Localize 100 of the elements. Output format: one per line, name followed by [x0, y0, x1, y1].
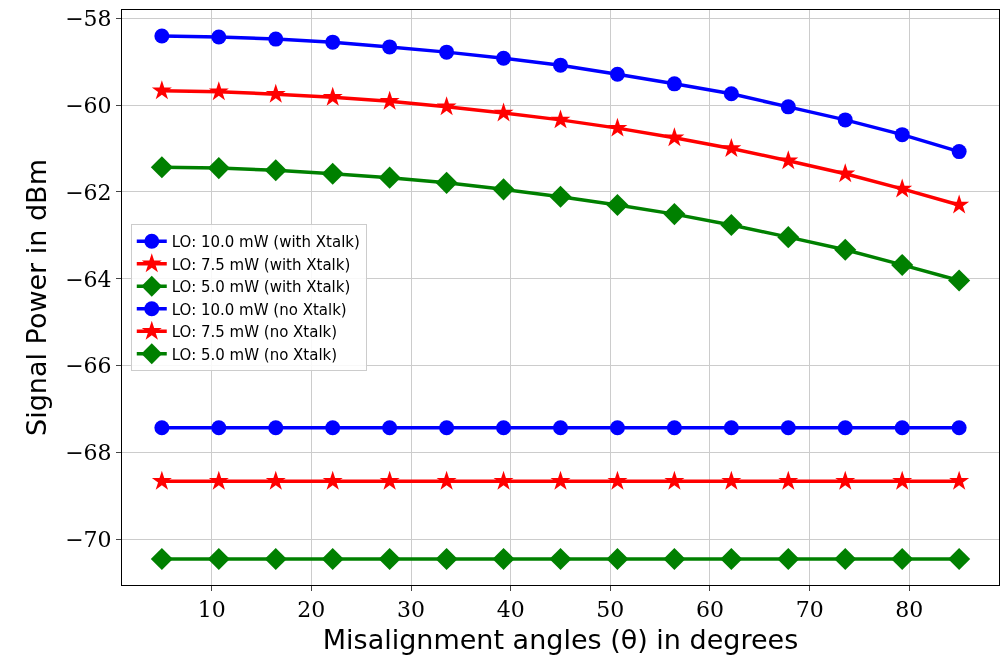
point — [780, 420, 796, 436]
point — [436, 96, 457, 116]
point — [549, 547, 572, 570]
point — [211, 29, 227, 45]
point — [553, 57, 568, 73]
point — [208, 470, 229, 490]
point — [439, 420, 455, 436]
point — [720, 547, 743, 570]
point — [493, 102, 514, 122]
point — [837, 420, 853, 436]
point — [834, 238, 857, 261]
point — [151, 470, 172, 490]
point — [549, 185, 572, 208]
point — [607, 117, 628, 137]
point — [207, 157, 230, 180]
x-tick-label: 80 — [895, 597, 924, 623]
point — [550, 109, 571, 129]
legend-label: LO: 5.0 mW (with Xtalk) — [171, 278, 351, 297]
point — [435, 171, 458, 194]
point — [154, 28, 170, 44]
x-tick-label: 40 — [496, 597, 525, 623]
point — [150, 156, 173, 179]
point — [322, 470, 343, 490]
point — [835, 470, 856, 490]
point — [436, 470, 457, 490]
point — [151, 80, 172, 100]
point — [951, 420, 967, 436]
point — [268, 420, 284, 436]
point — [780, 99, 796, 115]
y-tick-label: −62 — [65, 179, 112, 205]
point — [948, 547, 971, 570]
y-axis-title: Signal Power in dBm — [21, 159, 53, 436]
point — [835, 163, 856, 183]
point — [951, 144, 967, 160]
point — [948, 269, 971, 292]
point — [721, 470, 742, 490]
point — [778, 150, 799, 170]
point — [664, 127, 685, 147]
point — [325, 34, 341, 50]
legend-label: LO: 7.5 mW (no Xtalk) — [171, 323, 338, 342]
point — [721, 138, 742, 158]
y-tick-label: −60 — [65, 92, 112, 118]
point — [493, 470, 514, 490]
legend-label: LO: 5.0 mW (no Xtalk) — [171, 345, 338, 364]
y-tick-label: −66 — [65, 353, 112, 379]
point — [663, 547, 686, 570]
point — [606, 193, 629, 217]
point — [837, 112, 853, 128]
legend-label: LO: 10.0 mW (with Xtalk) — [171, 233, 360, 252]
point — [891, 547, 914, 570]
point — [264, 159, 287, 182]
x-tick-label: 70 — [795, 597, 824, 623]
point — [208, 81, 229, 101]
point — [325, 420, 341, 436]
point — [663, 203, 686, 226]
point — [777, 547, 800, 570]
point — [378, 166, 401, 189]
point — [777, 226, 800, 249]
point — [553, 420, 568, 436]
point — [268, 31, 284, 47]
point — [606, 547, 629, 570]
point — [435, 547, 458, 570]
point — [609, 66, 625, 82]
point — [609, 420, 625, 436]
point — [894, 127, 910, 143]
point — [894, 420, 910, 436]
point — [207, 547, 230, 570]
y-tick-label: −70 — [65, 527, 112, 553]
point — [496, 420, 512, 436]
point — [265, 470, 286, 490]
point — [154, 420, 170, 436]
legend-label: LO: 10.0 mW (no Xtalk) — [171, 300, 347, 319]
point — [264, 547, 287, 570]
point — [834, 547, 857, 570]
point — [892, 178, 913, 198]
point — [720, 213, 743, 237]
point — [439, 44, 455, 60]
point — [265, 83, 286, 103]
y-tick-label: −68 — [65, 440, 112, 466]
point — [607, 470, 628, 490]
point — [150, 547, 173, 570]
point — [321, 547, 344, 570]
point — [723, 86, 739, 102]
point — [664, 470, 685, 490]
point — [550, 470, 571, 490]
point — [891, 253, 914, 276]
point — [492, 178, 515, 201]
point — [666, 76, 682, 92]
point — [322, 86, 343, 106]
x-tick-label: 30 — [397, 597, 426, 623]
y-tick-label: −58 — [65, 5, 112, 31]
point — [892, 470, 913, 490]
point — [379, 470, 400, 490]
point — [211, 420, 227, 436]
point — [949, 470, 970, 490]
point — [321, 162, 344, 185]
point — [379, 90, 400, 110]
point — [723, 420, 739, 436]
point — [382, 39, 398, 55]
x-axis-title: Misalignment angles (θ) in degrees — [322, 623, 799, 655]
